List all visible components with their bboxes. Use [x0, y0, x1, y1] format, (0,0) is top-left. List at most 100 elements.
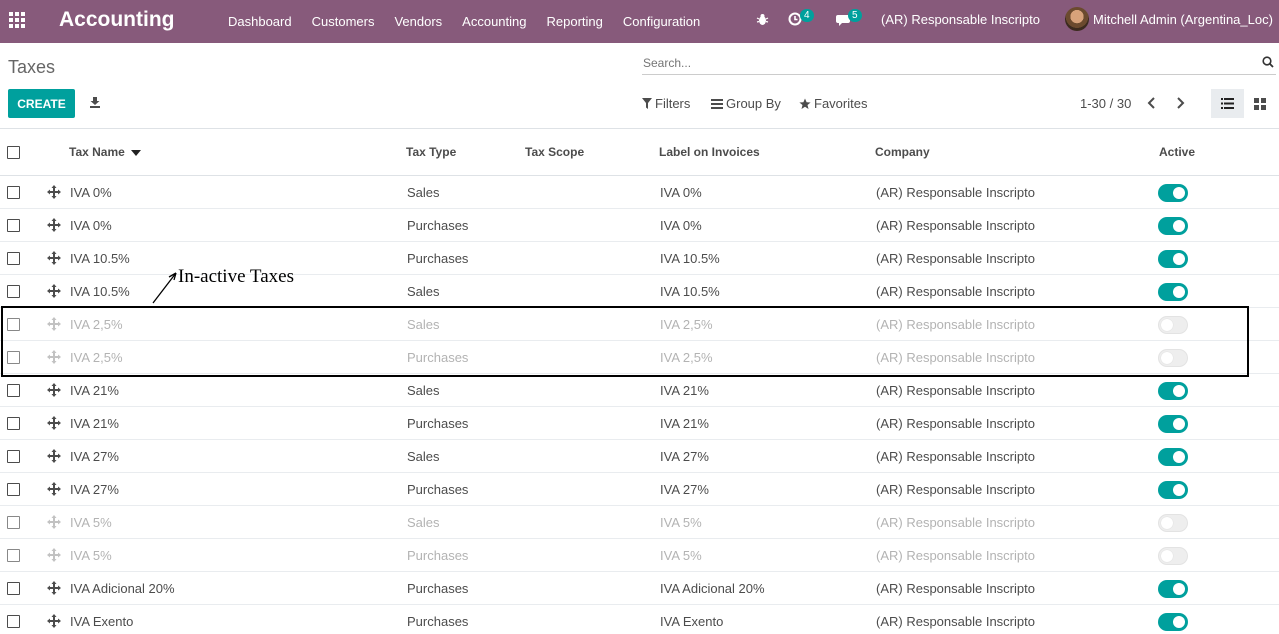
row-select-checkbox[interactable]: [7, 384, 20, 397]
row-select-checkbox[interactable]: [7, 351, 20, 364]
table-row[interactable]: IVA Adicional 20% Purchases IVA Adicional …: [0, 572, 1279, 605]
company-switcher[interactable]: (AR) Responsable Inscripto: [881, 12, 1040, 27]
debug-bug-icon[interactable]: [756, 13, 769, 26]
annotation-label: In-active Taxes: [178, 266, 294, 288]
apps-menu-icon[interactable]: [9, 12, 25, 28]
cell-company: (AR) Responsable Inscripto: [876, 284, 1035, 299]
table-row[interactable]: IVA 2,5% Sales IVA 2,5% (AR) Responsable In…: [0, 308, 1279, 341]
drag-handle-icon[interactable]: [47, 383, 61, 397]
menu-customers[interactable]: Customers: [302, 14, 385, 29]
col-tax-name-label: Tax Name: [69, 145, 125, 159]
row-select-checkbox[interactable]: [7, 285, 20, 298]
row-select-checkbox[interactable]: [7, 516, 20, 529]
active-toggle[interactable]: [1158, 349, 1188, 367]
table-row[interactable]: IVA 27% Purchases IVA 27% (AR) Responsable …: [0, 473, 1279, 506]
row-select-checkbox[interactable]: [7, 549, 20, 562]
row-select-checkbox[interactable]: [7, 252, 20, 265]
cell-label-on-invoices: IVA 5%: [660, 515, 702, 530]
kanban-view-button[interactable]: [1247, 89, 1273, 118]
menu-accounting[interactable]: Accounting: [452, 14, 536, 29]
col-tax-type[interactable]: Tax Type: [406, 145, 456, 159]
row-select-checkbox[interactable]: [7, 219, 20, 232]
active-toggle[interactable]: [1158, 547, 1188, 565]
active-toggle[interactable]: [1158, 316, 1188, 334]
active-toggle[interactable]: [1158, 448, 1188, 466]
active-toggle[interactable]: [1158, 514, 1188, 532]
favorites-button[interactable]: Favorites: [799, 96, 867, 111]
active-toggle[interactable]: [1158, 580, 1188, 598]
table-row[interactable]: IVA Exento Purchases IVA Exento (AR) Respon…: [0, 605, 1279, 634]
cell-company: (AR) Responsable Inscripto: [876, 449, 1035, 464]
filters-label: Filters: [655, 96, 690, 111]
col-tax-name[interactable]: Tax Name: [69, 145, 141, 159]
chevron-left-icon[interactable]: [1146, 95, 1158, 111]
drag-handle-icon[interactable]: [47, 416, 61, 430]
table-row[interactable]: IVA 5% Purchases IVA 5% (AR) Responsable In…: [0, 539, 1279, 572]
app-title[interactable]: Accounting: [59, 8, 175, 32]
filters-button[interactable]: Filters: [642, 96, 690, 111]
create-button[interactable]: CREATE: [8, 89, 75, 118]
breadcrumb-title: Taxes: [8, 57, 55, 78]
drag-handle-icon[interactable]: [47, 581, 61, 595]
drag-handle-icon[interactable]: [47, 515, 61, 529]
table-row[interactable]: IVA 2,5% Purchases IVA 2,5% (AR) Responsabl…: [0, 341, 1279, 374]
drag-handle-icon[interactable]: [47, 449, 61, 463]
active-toggle[interactable]: [1158, 184, 1188, 202]
menu-dashboard[interactable]: Dashboard: [218, 14, 302, 29]
row-select-checkbox[interactable]: [7, 450, 20, 463]
user-avatar[interactable]: [1065, 7, 1089, 31]
col-tax-scope[interactable]: Tax Scope: [525, 145, 584, 159]
menu-configuration[interactable]: Configuration: [613, 14, 710, 29]
cell-company: (AR) Responsable Inscripto: [876, 185, 1035, 200]
download-icon[interactable]: [89, 96, 101, 108]
drag-handle-icon[interactable]: [47, 284, 61, 298]
active-toggle[interactable]: [1158, 481, 1188, 499]
table-row[interactable]: IVA 21% Purchases IVA 21% (AR) Responsable …: [0, 407, 1279, 440]
row-select-checkbox[interactable]: [7, 615, 20, 628]
cell-tax-name: IVA 21%: [70, 383, 119, 398]
cell-label-on-invoices: IVA 21%: [660, 383, 709, 398]
active-toggle[interactable]: [1158, 382, 1188, 400]
menu-vendors[interactable]: Vendors: [384, 14, 452, 29]
drag-handle-icon[interactable]: [47, 482, 61, 496]
drag-handle-icon[interactable]: [47, 317, 61, 331]
menu-reporting[interactable]: Reporting: [537, 14, 613, 29]
drag-handle-icon[interactable]: [47, 218, 61, 232]
table-row[interactable]: IVA 21% Sales IVA 21% (AR) Responsable Insc…: [0, 374, 1279, 407]
active-toggle[interactable]: [1158, 250, 1188, 268]
search-input[interactable]: [642, 53, 1242, 73]
col-company[interactable]: Company: [875, 145, 930, 159]
select-all-checkbox[interactable]: [7, 146, 20, 159]
row-select-checkbox[interactable]: [7, 318, 20, 331]
col-label-on-invoices[interactable]: Label on Invoices: [659, 145, 760, 159]
row-select-checkbox[interactable]: [7, 186, 20, 199]
drag-handle-icon[interactable]: [47, 251, 61, 265]
cell-tax-name: IVA 0%: [70, 185, 112, 200]
active-toggle[interactable]: [1158, 613, 1188, 631]
table-row[interactable]: IVA 0% Purchases IVA 0% (AR) Responsable In…: [0, 209, 1279, 242]
row-select-checkbox[interactable]: [7, 417, 20, 430]
table-row[interactable]: IVA 5% Sales IVA 5% (AR) Responsable Inscri…: [0, 506, 1279, 539]
col-active[interactable]: Active: [1159, 145, 1195, 159]
row-select-checkbox[interactable]: [7, 582, 20, 595]
drag-handle-icon[interactable]: [47, 548, 61, 562]
row-select-checkbox[interactable]: [7, 483, 20, 496]
table-row[interactable]: IVA 0% Sales IVA 0% (AR) Responsable Inscri…: [0, 176, 1279, 209]
groupby-button[interactable]: Group By: [711, 96, 781, 111]
main-menu: Dashboard Customers Vendors Accounting R…: [218, 0, 710, 43]
active-toggle[interactable]: [1158, 217, 1188, 235]
user-menu[interactable]: Mitchell Admin (Argentina_Loc): [1093, 12, 1273, 27]
pager-value[interactable]: 1-30 / 30: [1080, 96, 1131, 111]
chevron-right-icon[interactable]: [1174, 95, 1186, 111]
table-row[interactable]: IVA 27% Sales IVA 27% (AR) Responsable Insc…: [0, 440, 1279, 473]
active-toggle[interactable]: [1158, 415, 1188, 433]
drag-handle-icon[interactable]: [47, 614, 61, 628]
drag-handle-icon[interactable]: [47, 185, 61, 199]
search-icon[interactable]: [1262, 56, 1274, 68]
active-toggle[interactable]: [1158, 283, 1188, 301]
drag-handle-icon[interactable]: [47, 350, 61, 364]
cell-company: (AR) Responsable Inscripto: [876, 251, 1035, 266]
list-view-button[interactable]: [1211, 89, 1244, 118]
cell-tax-type: Purchases: [407, 350, 468, 365]
cell-tax-name: IVA 10.5%: [70, 284, 130, 299]
